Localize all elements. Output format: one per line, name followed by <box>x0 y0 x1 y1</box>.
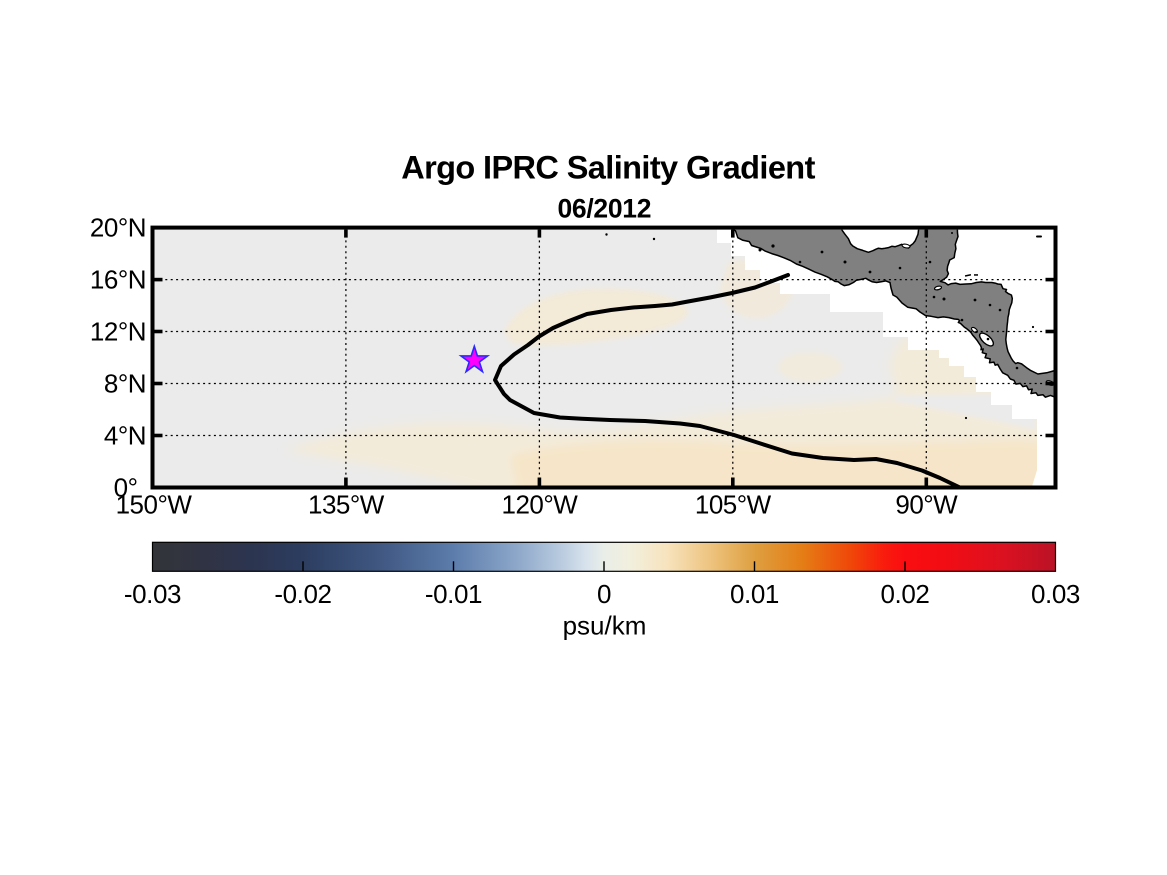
svg-text:150°W: 150°W <box>116 490 193 520</box>
svg-text:0.01: 0.01 <box>730 579 779 609</box>
svg-text:-0.03: -0.03 <box>124 579 181 609</box>
svg-text:0.03: 0.03 <box>1031 579 1080 609</box>
svg-text:-0.02: -0.02 <box>274 579 331 609</box>
svg-text:8°N: 8°N <box>104 369 146 399</box>
svg-text:4°N: 4°N <box>104 421 146 451</box>
svg-text:0°: 0° <box>114 473 138 503</box>
svg-text:0.02: 0.02 <box>880 579 929 609</box>
svg-text:120°W: 120°W <box>501 490 578 520</box>
svg-text:90°W: 90°W <box>895 490 958 520</box>
svg-text:psu/km: psu/km <box>563 611 647 641</box>
svg-text:135°W: 135°W <box>308 490 385 520</box>
svg-text:12°N: 12°N <box>90 317 146 347</box>
svg-text:16°N: 16°N <box>90 265 146 295</box>
svg-text:20°N: 20°N <box>90 213 146 243</box>
svg-text:0: 0 <box>597 579 611 609</box>
svg-text:105°W: 105°W <box>695 490 772 520</box>
svg-text:Argo IPRC Salinity Gradient: Argo IPRC Salinity Gradient <box>401 150 815 186</box>
svg-text:-0.01: -0.01 <box>425 579 482 609</box>
svg-text:06/2012: 06/2012 <box>557 194 651 224</box>
